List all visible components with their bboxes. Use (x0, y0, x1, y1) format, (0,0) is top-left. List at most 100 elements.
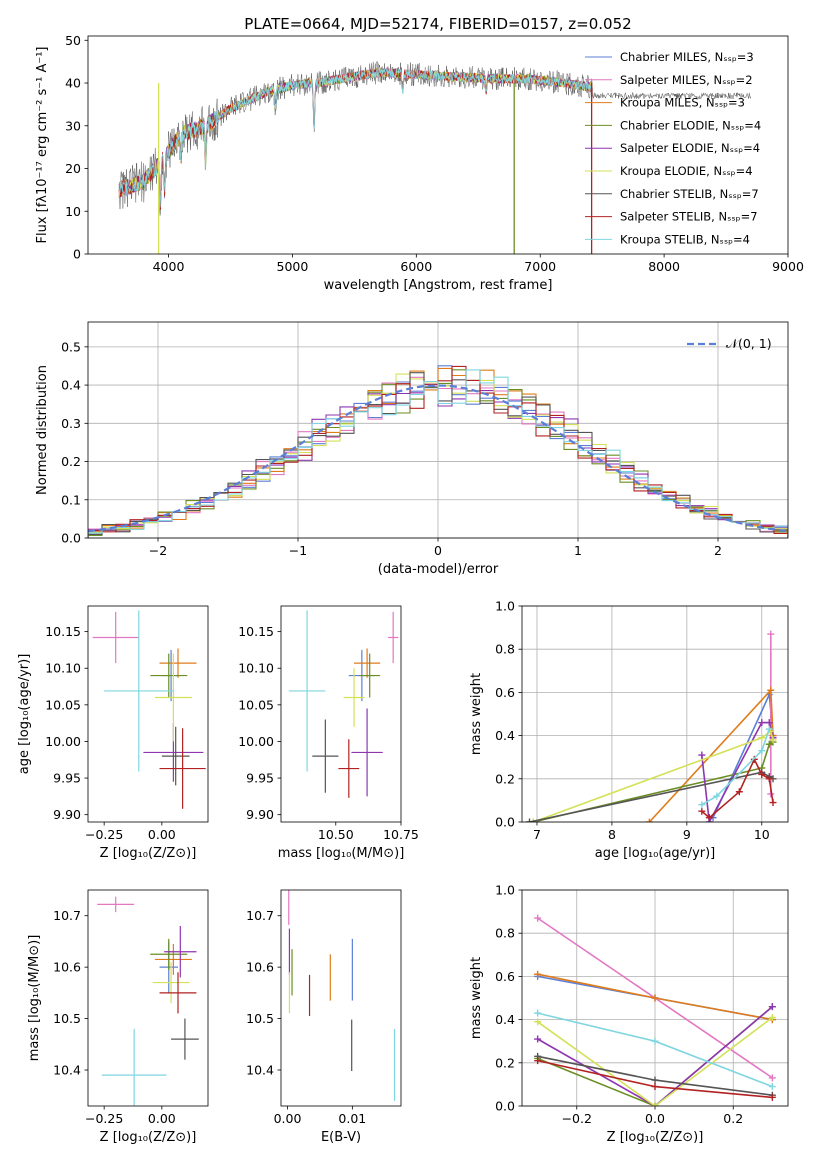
weight-marker (651, 994, 659, 1002)
x-tick-label: 0.0 (645, 1111, 665, 1126)
y-tick-label: 9.95 (246, 771, 274, 786)
weight-marker (713, 792, 721, 800)
weight-marker (765, 775, 773, 783)
x-tick-label: 2 (714, 543, 722, 558)
weight-marker (767, 686, 775, 694)
y-tick-label: 10.7 (246, 908, 274, 923)
errorbar-point (150, 938, 188, 970)
y-axis-label: Normed distribution (35, 365, 50, 495)
errorbar-point (387, 611, 399, 664)
weight-marker (758, 747, 766, 755)
errorbar-point (312, 719, 339, 793)
y-tick-label: 9.90 (53, 807, 81, 822)
x-tick-label: 8 (608, 827, 616, 842)
errorbar-point (343, 668, 365, 727)
x-tick-label: −0.2 (562, 1111, 592, 1126)
panel-spectrum: 4000 5000 6000 7000 8000 9000 0 10 20 30 40 50 wavel… (35, 33, 804, 293)
weight-marker (651, 1076, 659, 1084)
y-tick-label: 50 (65, 33, 81, 48)
x-tick-label: 0 (434, 543, 442, 558)
x-tick-label: 7000 (524, 259, 556, 274)
plot-area (97, 896, 199, 1106)
y-tick-label: 30 (65, 118, 81, 133)
spectrum-line (118, 67, 593, 208)
x-axis-label: Z [log₁₀(Z/Z⊙)] (100, 846, 197, 861)
x-tick-label: 10.50 (318, 827, 354, 842)
errorbar-point (161, 726, 190, 786)
weight-line (532, 729, 774, 822)
y-tick-label: 10.00 (45, 734, 81, 749)
y-tick-label: 0.4 (495, 728, 515, 743)
legend-entry: Kroupa MILES, Nₛₛₚ=3 (620, 96, 745, 110)
weight-marker (768, 1013, 776, 1021)
weight-marker (529, 818, 537, 822)
x-axis-label: wavelength [Angstrom, rest frame] (324, 278, 553, 293)
y-tick-label: 10.00 (238, 734, 274, 749)
y-tick-label: 40 (65, 76, 81, 91)
y-tick-label: 10.6 (53, 960, 81, 975)
x-axis-label: Z [log₁₀(Z/Z⊙)] (100, 1130, 197, 1145)
weight-marker (768, 1074, 776, 1082)
x-axis-label: mass [log₁₀(M/M⊙)] (278, 846, 405, 861)
weight-marker (758, 770, 766, 778)
errorbar-point (150, 653, 188, 698)
errorbar-point (288, 610, 326, 772)
errorbar-point (338, 739, 360, 798)
errorbar-point (159, 648, 197, 678)
weight-marker (534, 1009, 542, 1017)
panel-age_vs_Z: −0.25 0.00 9.90 9.95 10.00 10.05 10.10 10.15 Z [… (17, 605, 209, 861)
y-tick-label: 0.1 (61, 492, 81, 507)
x-tick-label: −0.25 (85, 1111, 123, 1126)
x-axis-label: E(B-V) (321, 1130, 361, 1145)
y-axis-label: mass [log₁₀(M/M⊙)] (27, 935, 42, 1062)
y-tick-label: 0.0 (61, 531, 81, 546)
y-tick-label: 1.0 (495, 599, 515, 614)
x-tick-label: 0.01 (338, 1111, 366, 1126)
errorbar-point (164, 926, 197, 978)
weight-marker (758, 719, 766, 727)
legend-entry: Kroupa ELODIE, Nₛₛₚ=4 (620, 164, 753, 178)
y-tick-label: 10.15 (45, 624, 81, 639)
y-tick-label: 0.0 (495, 1099, 515, 1114)
weight-marker (534, 1018, 542, 1026)
y-tick-label: 10.4 (246, 1063, 274, 1078)
x-tick-label: 0.00 (148, 827, 176, 842)
y-tick-label: 10.7 (53, 908, 81, 923)
legend-entry: Chabrier STELIB, Nₛₛₚ=7 (620, 187, 759, 201)
legend-entry: Salpeter STELIB, Nₛₛₚ=7 (620, 210, 758, 224)
weight-marker (765, 725, 773, 733)
normal-reference-curve (88, 384, 788, 533)
axes-frame (521, 889, 789, 1107)
y-tick-label: 0.6 (495, 969, 515, 984)
x-tick-label: 10 (754, 827, 770, 842)
y-tick-label: 0.2 (495, 771, 515, 786)
x-tick-label: 1 (574, 543, 582, 558)
x-tick-label: −0.25 (85, 827, 123, 842)
weight-marker (651, 1102, 659, 1106)
plot-area (288, 890, 396, 1101)
weight-line (537, 1016, 773, 1106)
weight-marker (768, 1093, 776, 1101)
weight-series (534, 1009, 776, 1091)
y-axis-label: age [log₁₀(age/yr)] (17, 654, 32, 775)
x-axis-label: Z [log₁₀(Z/Z⊙)] (607, 1130, 704, 1145)
axes-frame (87, 889, 209, 1107)
axes-frame (87, 321, 789, 539)
legend-entry: 𝒩(0, 1) (726, 336, 772, 351)
weight-line (529, 771, 774, 822)
panel-weight_vs_age: 7 8 9 10 0.0 0.2 0.4 0.6 0.8 1.0 age [log₁₀(age/yr… (469, 599, 789, 861)
errorbar-point (159, 728, 206, 809)
x-tick-label: 5000 (277, 259, 309, 274)
weight-marker (534, 1035, 542, 1043)
weight-marker (534, 914, 542, 922)
weight-marker (765, 740, 773, 748)
x-tick-label: −1 (289, 543, 307, 558)
panel-weight_vs_Z: −0.2 0.0 0.2 0.0 0.2 0.4 0.6 0.8 1.0 Z [log₁₀(Z/Z… (469, 883, 789, 1145)
panel-mass_vs_Z: −0.25 0.00 10.4 10.5 10.6 10.7 Z [log₁₀(Z/Z⊙)]… (27, 889, 209, 1145)
errorbar-point (101, 1028, 167, 1106)
errorbar-point (154, 653, 192, 742)
weight-marker (698, 807, 706, 815)
x-tick-label: 0.00 (148, 1111, 176, 1126)
weight-marker (735, 788, 743, 796)
